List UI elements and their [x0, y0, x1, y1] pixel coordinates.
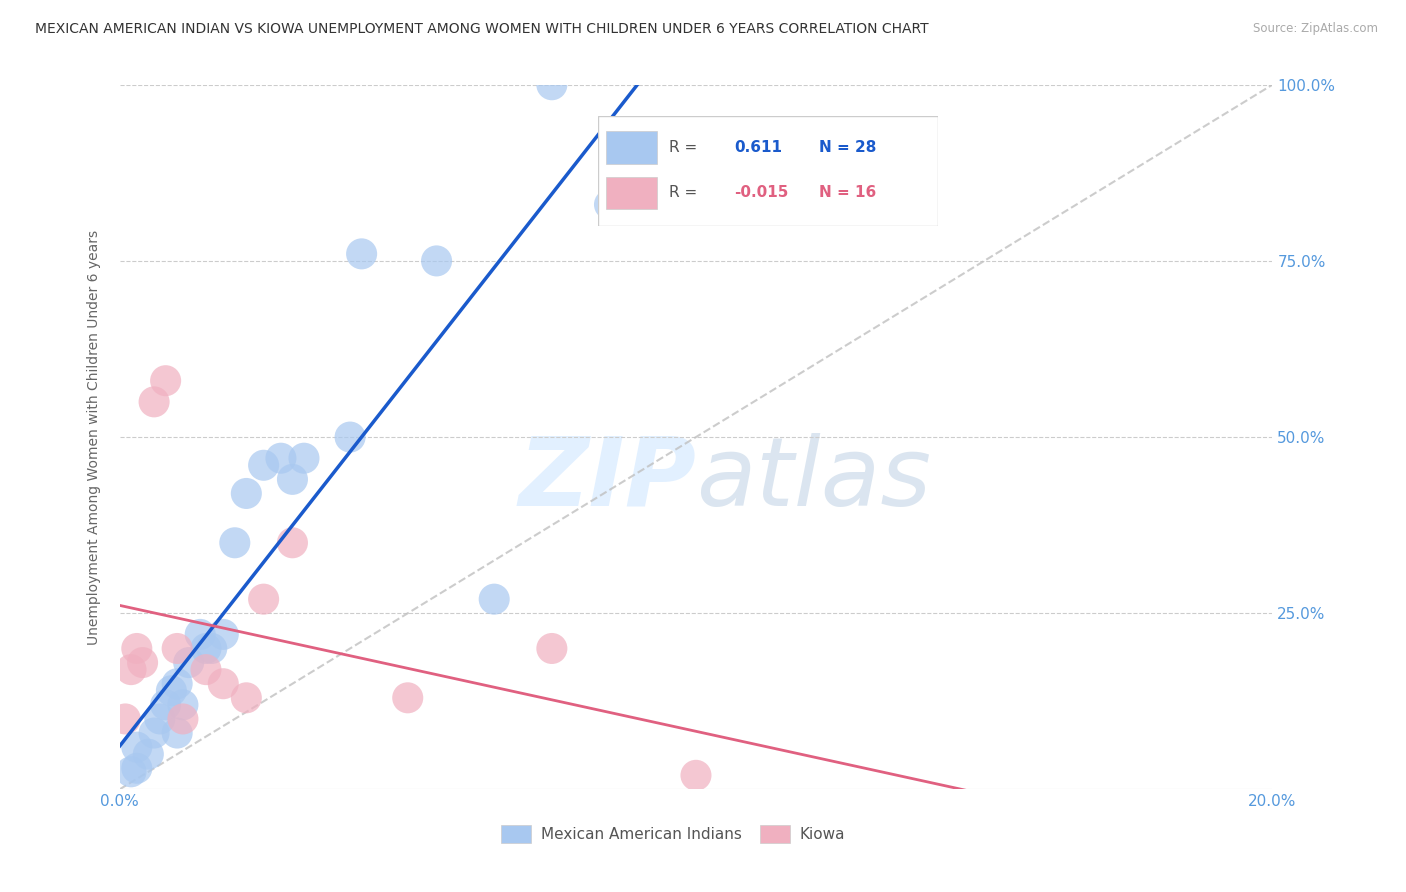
Text: Source: ZipAtlas.com: Source: ZipAtlas.com — [1253, 22, 1378, 36]
Point — [125, 740, 148, 755]
Point — [114, 712, 136, 726]
Point — [166, 726, 188, 740]
Point — [194, 663, 218, 677]
Point — [685, 768, 707, 782]
Point — [177, 656, 200, 670]
Point — [540, 78, 562, 92]
Point — [120, 663, 142, 677]
Point — [138, 747, 160, 762]
Point — [350, 247, 373, 261]
Point — [172, 712, 194, 726]
Point — [172, 698, 194, 712]
Point — [155, 374, 177, 388]
Point — [155, 698, 177, 712]
Y-axis label: Unemployment Among Women with Children Under 6 years: Unemployment Among Women with Children U… — [87, 229, 101, 645]
Point — [149, 712, 172, 726]
Point — [160, 683, 183, 698]
Point — [253, 592, 276, 607]
Point — [166, 676, 188, 690]
Point — [188, 627, 211, 641]
Point — [125, 641, 148, 656]
Point — [396, 690, 419, 705]
Point — [131, 656, 153, 670]
Point — [270, 451, 292, 466]
Point — [166, 641, 188, 656]
Point — [599, 197, 621, 211]
Point — [425, 253, 447, 268]
Point — [194, 641, 218, 656]
Point — [235, 486, 257, 500]
Point — [143, 726, 166, 740]
Legend: Mexican American Indians, Kiowa: Mexican American Indians, Kiowa — [495, 819, 851, 848]
Point — [484, 592, 506, 607]
Point — [281, 472, 304, 486]
Text: atlas: atlas — [696, 433, 931, 526]
Point — [292, 451, 315, 466]
Text: MEXICAN AMERICAN INDIAN VS KIOWA UNEMPLOYMENT AMONG WOMEN WITH CHILDREN UNDER 6 : MEXICAN AMERICAN INDIAN VS KIOWA UNEMPLO… — [35, 22, 929, 37]
Point — [281, 535, 304, 549]
Text: ZIP: ZIP — [517, 433, 696, 526]
Point — [212, 676, 235, 690]
Point — [253, 458, 276, 473]
Point — [540, 641, 562, 656]
Point — [120, 764, 142, 779]
Point — [224, 535, 246, 549]
Point — [235, 690, 257, 705]
Point — [143, 394, 166, 409]
Point — [201, 641, 224, 656]
Point — [125, 761, 148, 775]
Point — [339, 430, 361, 444]
Point — [212, 627, 235, 641]
